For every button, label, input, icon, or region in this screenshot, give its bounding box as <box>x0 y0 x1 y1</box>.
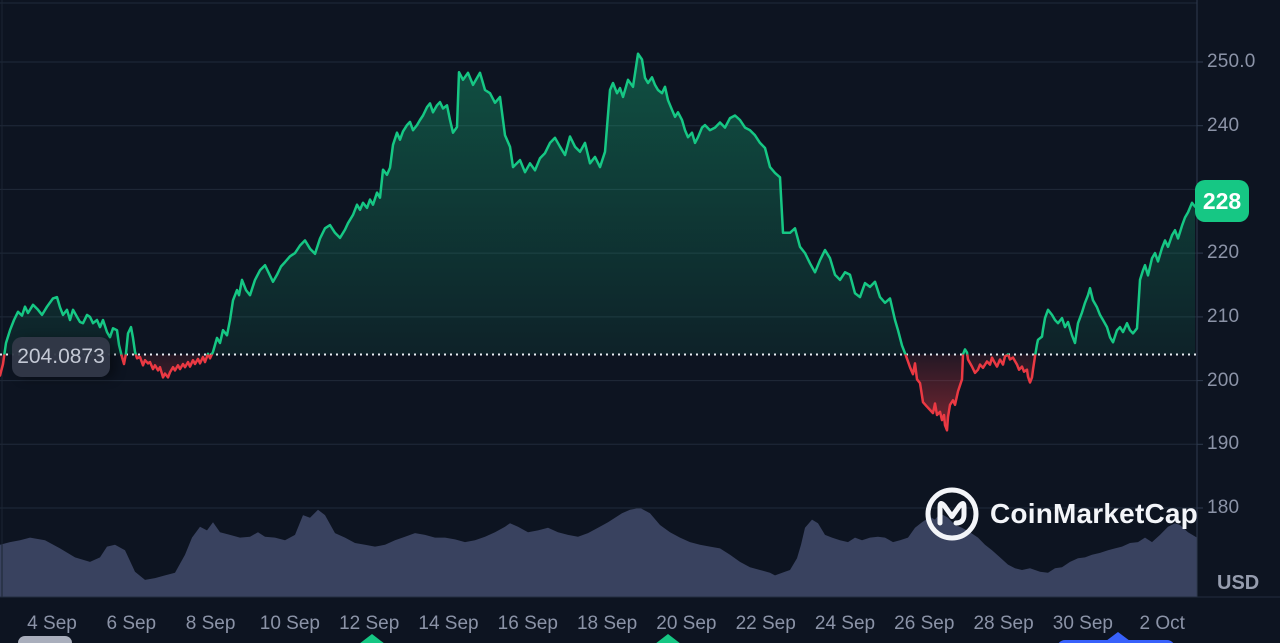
y-axis-label: 190 <box>1207 433 1240 455</box>
x-axis-label: 24 Sep <box>814 613 876 634</box>
y-axis-label: 180 <box>1207 496 1240 518</box>
y-axis-label: 240 <box>1207 114 1240 136</box>
x-axis-label: 30 Sep <box>1052 613 1114 634</box>
date-tooltip-caret-icon <box>1106 632 1130 641</box>
bottom-left-pill-clipped <box>18 636 72 643</box>
watermark-text: CoinMarketCap <box>990 498 1198 529</box>
baseline-price-value: 204.0873 <box>17 345 105 368</box>
y-axis-label: 220 <box>1207 242 1240 264</box>
x-axis-label: 22 Sep <box>735 613 796 634</box>
current-price-value: 228 <box>1202 187 1242 214</box>
x-axis-label: 28 Sep <box>973 613 1034 634</box>
y-axis-label: 200 <box>1207 369 1240 391</box>
x-axis-label: 10 Sep <box>259 613 321 634</box>
currency-unit-label: USD <box>1217 572 1260 594</box>
x-axis-label: 26 Sep <box>894 613 955 634</box>
event-arrow-up-icon[interactable] <box>655 634 681 643</box>
event-arrow-up-icon[interactable] <box>359 634 385 643</box>
coinmarketcap-watermark: CoinMarketCap <box>924 486 1198 542</box>
x-axis-label: 4 Sep <box>27 613 77 634</box>
area-above-baseline <box>0 53 1195 355</box>
x-axis-label: 16 Sep <box>497 613 558 634</box>
x-axis-label: 12 Sep <box>339 613 400 634</box>
x-axis-label: 2 Oct <box>1139 613 1185 634</box>
price-line-red <box>0 354 1037 432</box>
area-below-baseline <box>0 354 1036 431</box>
volume-area <box>0 507 1197 597</box>
x-axis-label: 14 Sep <box>418 613 479 634</box>
y-axis-label: 250.0 <box>1207 51 1256 72</box>
x-axis-label: 20 Sep <box>656 613 717 634</box>
x-axis-label: 8 Sep <box>185 613 236 634</box>
date-tooltip-clipped[interactable] <box>1057 640 1175 643</box>
baseline-price-pill: 204.0873 <box>12 337 110 377</box>
x-axis-label: 18 Sep <box>576 613 638 634</box>
y-axis-label: 210 <box>1207 305 1240 327</box>
current-price-badge: 228 <box>1195 180 1249 222</box>
coinmarketcap-logo-icon <box>925 487 979 541</box>
price-line-green <box>3 52 1197 355</box>
x-axis-label: 6 Sep <box>106 613 157 634</box>
